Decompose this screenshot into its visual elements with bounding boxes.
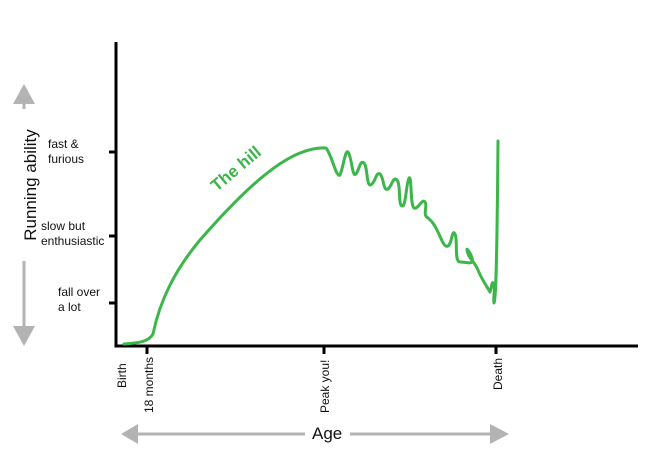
- x-axis-arrow: [121, 424, 509, 444]
- x-tick-label-death: Death: [491, 357, 505, 390]
- y-axis-title: Running ability: [21, 109, 41, 261]
- y-tick-label-slow: slow but enthusiastic: [41, 219, 104, 249]
- y-tick-label-slow-line1: slow but: [41, 219, 86, 233]
- y-tick-label-fall: fall over a lot: [58, 285, 100, 315]
- x-axis-title: Age: [306, 424, 349, 444]
- y-tick-label-fall-line2: a lot: [58, 300, 81, 314]
- running-ability-curve: [122, 139, 500, 346]
- y-tick-label-fast-line1: fast &: [48, 137, 79, 151]
- y-tick-label-slow-line2: enthusiastic: [41, 234, 105, 248]
- y-tick-label-fast: fast & furious: [48, 137, 84, 167]
- x-tick-label-18-months: 18 months: [142, 356, 156, 413]
- y-tick-label-fall-line1: fall over: [58, 285, 101, 299]
- y-tick-label-fast-line2: furious: [48, 152, 85, 166]
- x-tick-label-peak: Peak you!: [318, 359, 332, 413]
- x-tick-label-birth: Birth: [115, 363, 129, 388]
